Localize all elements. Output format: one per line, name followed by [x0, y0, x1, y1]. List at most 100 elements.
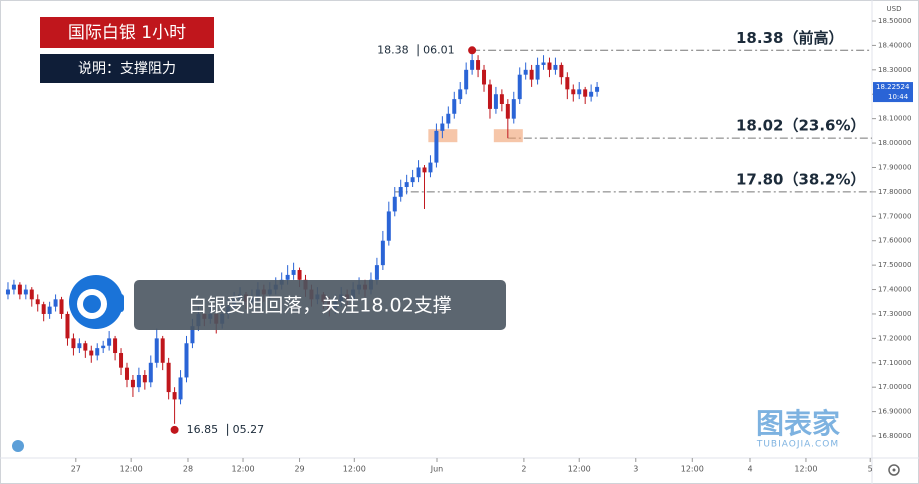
- y-tick-label: 17.30000: [878, 310, 911, 318]
- candle-body: [487, 84, 492, 109]
- candle-body: [398, 187, 403, 197]
- level-label: 18.38（前高）: [736, 29, 843, 47]
- extreme-marker: [468, 46, 477, 55]
- candle-body: [493, 94, 498, 109]
- title-box: [40, 17, 214, 48]
- candle-body: [374, 265, 379, 280]
- candle-body: [291, 270, 296, 275]
- candle-body: [446, 113, 451, 124]
- candle-body: [77, 343, 82, 349]
- y-tick-label: 17.40000: [878, 286, 911, 294]
- candle-body: [113, 338, 118, 354]
- candle-body: [172, 392, 177, 400]
- candle-body: [482, 69, 487, 85]
- x-tick-label: 29: [294, 465, 304, 474]
- candle-body: [547, 62, 552, 70]
- candle-body: [517, 74, 522, 100]
- candle-body: [416, 167, 421, 178]
- y-tick-label: 18.50000: [878, 17, 911, 25]
- candle-body: [499, 94, 504, 105]
- x-tick-label: 28: [183, 465, 193, 474]
- candle-body: [464, 69, 469, 90]
- settings-button[interactable]: [888, 464, 900, 476]
- robot-icon: [69, 275, 124, 329]
- candle-body: [17, 284, 22, 295]
- candle-body: [595, 86, 600, 92]
- candle-body: [130, 379, 135, 388]
- candle-body: [83, 343, 88, 351]
- last-price: 18.22524: [876, 83, 910, 91]
- candle-body: [529, 69, 534, 80]
- level-label: 18.02（23.6%）: [736, 117, 866, 135]
- extreme-marker: [170, 425, 179, 434]
- candle-body: [190, 326, 195, 344]
- candle-body: [476, 60, 481, 70]
- candle-body: [523, 69, 528, 75]
- candle-body: [154, 338, 159, 363]
- y-tick-label: 17.90000: [878, 163, 911, 171]
- logo-icon: [12, 440, 24, 452]
- y-tick-label: 18.10000: [878, 115, 911, 123]
- annotation-banner: [134, 280, 506, 330]
- candle-body: [95, 348, 100, 356]
- y-tick-label: 18.40000: [878, 41, 911, 49]
- candle-body: [136, 374, 141, 388]
- candle-body: [380, 240, 385, 266]
- candle-body: [119, 353, 124, 368]
- watermark-name: 图表家: [756, 407, 840, 440]
- marker-date: 06.01: [423, 43, 455, 56]
- y-tick-label: 17.70000: [878, 212, 911, 220]
- x-tick-label: 2: [521, 465, 526, 474]
- level-label: 17.80（38.2%）: [736, 170, 866, 188]
- y-tick-label: 18.00000: [878, 139, 911, 147]
- candle-body: [392, 196, 397, 212]
- candle-body: [71, 338, 76, 349]
- x-tick-label: 3: [633, 465, 638, 474]
- candle-body: [184, 343, 189, 378]
- candle-body: [35, 299, 40, 305]
- x-tick-label: 12:00: [794, 465, 817, 474]
- candle-body: [440, 123, 445, 131]
- candle-body: [29, 289, 34, 300]
- candle-body: [434, 130, 439, 163]
- candle-body: [571, 89, 576, 95]
- x-tick-label: 27: [71, 465, 81, 474]
- y-tick-label: 16.80000: [878, 432, 911, 440]
- y-tick-label: 17.80000: [878, 188, 911, 196]
- candle-body: [11, 284, 16, 290]
- candle-body: [101, 345, 106, 349]
- x-tick-label: 12:00: [120, 465, 143, 474]
- candle-body: [178, 377, 183, 400]
- candle-body: [41, 304, 46, 314]
- candle-body: [511, 99, 516, 119]
- currency-label: USD: [887, 5, 902, 13]
- candle-body: [124, 367, 129, 380]
- candle-body: [577, 89, 582, 95]
- candle-body: [458, 89, 463, 100]
- candle-body: [59, 299, 64, 314]
- x-tick-label: 5: [868, 465, 873, 474]
- candle-body: [5, 289, 10, 295]
- chart-subtitle: 说明：支撑阻力: [78, 61, 176, 77]
- subtitle-box: [40, 54, 214, 83]
- annotation-text: 白银受阻回落，关注18.02支撑: [188, 295, 451, 317]
- candle-body: [535, 64, 540, 80]
- candle-body: [166, 362, 171, 393]
- watermark-site: TUBIAOJIA.COM: [756, 440, 839, 450]
- x-tick-label: 12:00: [231, 465, 254, 474]
- candle-body: [422, 167, 427, 173]
- x-tick-label: 4: [747, 465, 752, 474]
- candle-body: [285, 274, 290, 280]
- candle-body: [410, 177, 415, 183]
- candle-body: [160, 338, 165, 363]
- chart-title: 国际白银 1小时: [68, 23, 186, 43]
- y-tick-label: 17.00000: [878, 383, 911, 391]
- candle-body: [583, 89, 588, 97]
- y-tick-label: 17.10000: [878, 359, 911, 367]
- marker-price: 16.85: [187, 423, 219, 436]
- last-price-time: 10:44: [888, 93, 909, 101]
- candle-body: [589, 91, 594, 97]
- candle-body: [505, 104, 510, 119]
- y-tick-label: 18.30000: [878, 66, 911, 74]
